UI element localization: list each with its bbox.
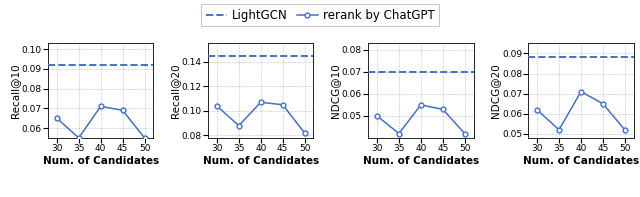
X-axis label: Num. of Candidates: Num. of Candidates bbox=[203, 156, 319, 166]
X-axis label: Num. of Candidates: Num. of Candidates bbox=[363, 156, 479, 166]
X-axis label: Num. of Candidates: Num. of Candidates bbox=[523, 156, 639, 166]
Y-axis label: Recall@10: Recall@10 bbox=[10, 63, 20, 118]
Y-axis label: Recall@20: Recall@20 bbox=[170, 63, 180, 118]
Y-axis label: NDCG@10: NDCG@10 bbox=[330, 63, 340, 118]
X-axis label: Num. of Candidates: Num. of Candidates bbox=[42, 156, 159, 166]
Legend: LightGCN, rerank by ChatGPT: LightGCN, rerank by ChatGPT bbox=[201, 4, 439, 26]
Y-axis label: NDCG@20: NDCG@20 bbox=[490, 63, 500, 118]
